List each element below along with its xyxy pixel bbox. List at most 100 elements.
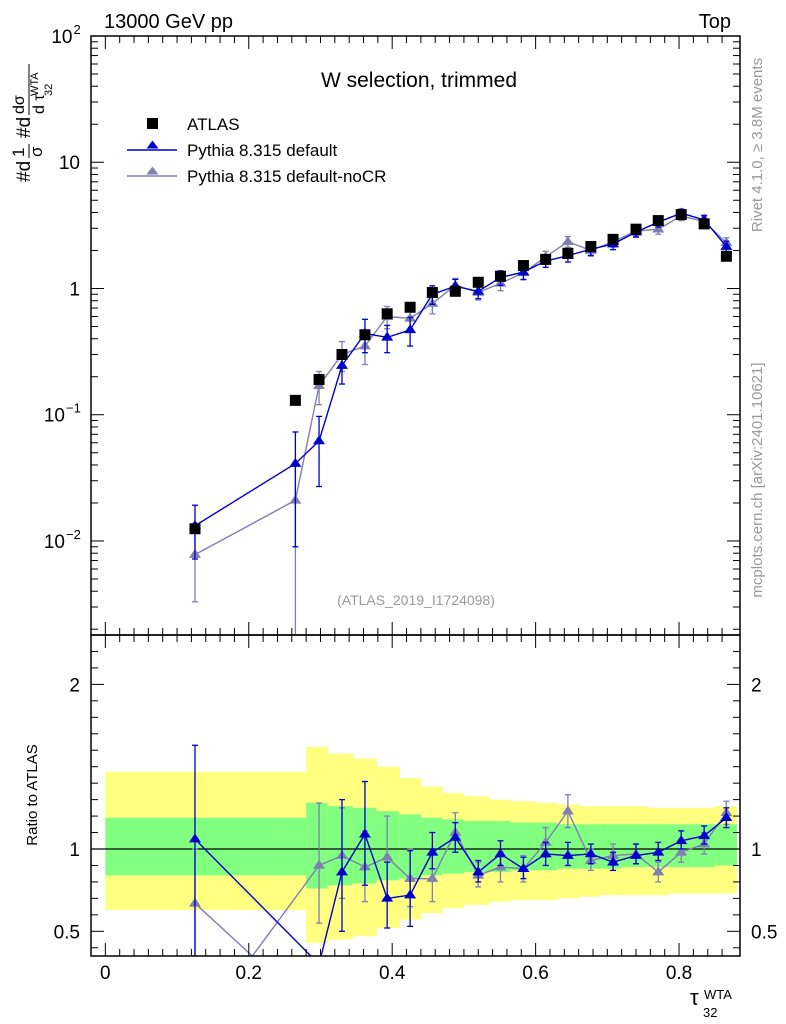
legend: ATLAS Pythia 8.315 default Pythia 8.315 … bbox=[127, 115, 386, 186]
data-point bbox=[381, 331, 394, 341]
legend-entry-atlas: ATLAS bbox=[147, 115, 240, 134]
ratio-point bbox=[517, 863, 530, 873]
data-point bbox=[562, 247, 574, 259]
data-point bbox=[289, 457, 302, 467]
data-point bbox=[449, 285, 461, 297]
ylabel-sup: WTA bbox=[29, 72, 41, 96]
ratio-point bbox=[449, 831, 462, 841]
ratio-point bbox=[539, 848, 552, 858]
data-point bbox=[652, 223, 665, 233]
y-tick-label: 10 bbox=[44, 532, 65, 553]
y-tick-label: 10 bbox=[44, 406, 65, 427]
data-point bbox=[313, 435, 326, 445]
ratio-point bbox=[472, 866, 485, 876]
ratio-point bbox=[698, 830, 711, 840]
data-point bbox=[313, 374, 325, 386]
x-tick-label: 0.8 bbox=[666, 963, 692, 984]
ratio-y-tick-label-right: 2 bbox=[751, 675, 762, 696]
ratio-point bbox=[630, 849, 643, 859]
header-left-label: 13000 GeV pp bbox=[104, 11, 233, 33]
ratio-point bbox=[675, 835, 688, 845]
ratio-bands bbox=[91, 746, 740, 943]
ratio-y-tick-label-right: 0.5 bbox=[751, 922, 777, 943]
ratio-point bbox=[358, 828, 371, 838]
legend-marker-nocr bbox=[146, 166, 159, 175]
data-point bbox=[335, 359, 348, 369]
data-point bbox=[472, 285, 485, 295]
ylabel-sigma: σ bbox=[27, 146, 46, 157]
data-point bbox=[698, 218, 710, 230]
legend-label-atlas: ATLAS bbox=[187, 115, 240, 134]
header-right-label: Top bbox=[699, 11, 731, 33]
legend-label-nocr: Pythia 8.315 default-noCR bbox=[187, 167, 386, 186]
band-inner-bin bbox=[463, 821, 490, 873]
ylabel-sub: 32 bbox=[43, 84, 55, 96]
y-tick-label: 10 bbox=[59, 153, 80, 174]
ratio-point bbox=[494, 848, 507, 858]
data-point bbox=[404, 324, 417, 334]
legend-entry-default: Pythia 8.315 default bbox=[127, 140, 338, 160]
ratio-y-tick-label-right: 1 bbox=[751, 840, 762, 861]
data-point bbox=[561, 235, 574, 245]
ratio-point bbox=[381, 892, 394, 902]
ratio-point bbox=[652, 846, 665, 856]
ratio-point bbox=[675, 846, 688, 856]
legend-marker-atlas bbox=[147, 118, 158, 129]
mcplots-label: mcplots.cern.ch [arXiv:2401.10621] bbox=[749, 362, 766, 597]
data-point bbox=[517, 260, 529, 272]
ratio-marks bbox=[188, 744, 733, 956]
ylabel-one: 1 bbox=[9, 148, 28, 157]
data-point bbox=[720, 240, 733, 250]
y-tick-label: 10 bbox=[51, 27, 72, 48]
band-inner-bin bbox=[284, 817, 307, 876]
ratio-point bbox=[426, 846, 439, 856]
data-point bbox=[189, 523, 201, 535]
ratio-point bbox=[426, 872, 439, 882]
ratio-point bbox=[652, 866, 665, 876]
series-line bbox=[194, 215, 727, 556]
ratio-point bbox=[313, 859, 326, 869]
y-tick-exponent: −2 bbox=[66, 527, 81, 542]
ratio-frame bbox=[90, 634, 741, 957]
x-tick-label: 0 bbox=[100, 963, 111, 984]
series-line bbox=[194, 212, 727, 527]
data-point bbox=[607, 233, 619, 245]
ratio-y-tick-label: 0.5 bbox=[54, 922, 80, 943]
band-inner-bin bbox=[714, 824, 737, 866]
ratio-point bbox=[381, 851, 394, 861]
xlabel-sub: 32 bbox=[703, 1005, 717, 1020]
analysis-tag: (ATLAS_2019_I1724098) bbox=[337, 592, 495, 608]
ratio-y-tick-label: 1 bbox=[69, 840, 80, 861]
ylabel-dtau: d τ bbox=[31, 94, 48, 114]
band-inner-bin bbox=[578, 824, 601, 869]
ratio-xlabel: τ WTA 32 bbox=[690, 985, 732, 1020]
ratio-point bbox=[561, 849, 574, 859]
legend-label-default: Pythia 8.315 default bbox=[187, 141, 338, 160]
ratio-ticks: 0.5 0.5 1 1 2 2 0 0.2 0.4 0.6 0.8 bbox=[54, 635, 777, 984]
main-title: W selection, trimmed bbox=[321, 69, 517, 92]
ylabel-d2: #d bbox=[14, 117, 35, 138]
data-point bbox=[472, 276, 484, 288]
ratio-panel: 0.5 0.5 1 1 2 2 0 0.2 0.4 0.6 0.8 Ratio to ATLAS τ… bbox=[24, 634, 777, 1020]
band-inner-bin bbox=[535, 822, 558, 871]
ratio-point bbox=[584, 848, 597, 858]
x-tick-label: 0.4 bbox=[379, 963, 406, 984]
y-tick-exponent: −1 bbox=[66, 401, 81, 416]
legend-marker-default bbox=[146, 140, 159, 149]
main-ylabel: #d 1 σ #d dσ d τ WTA 32 bbox=[9, 64, 55, 182]
ratio-point bbox=[335, 866, 348, 876]
ratio-point bbox=[720, 812, 733, 822]
data-point bbox=[404, 301, 416, 313]
ratio-series-body bbox=[188, 744, 733, 956]
data-point bbox=[720, 250, 732, 262]
xlabel-tau: τ bbox=[690, 985, 699, 1010]
band-inner-bin bbox=[399, 814, 422, 879]
data-point bbox=[652, 215, 664, 227]
series-atlas bbox=[189, 209, 732, 535]
band-inner-bin bbox=[376, 811, 400, 881]
data-point bbox=[494, 270, 506, 282]
ratio-point bbox=[607, 856, 620, 866]
ylabel-d1: #d bbox=[14, 161, 35, 182]
x-tick-label: 0.2 bbox=[236, 963, 262, 984]
